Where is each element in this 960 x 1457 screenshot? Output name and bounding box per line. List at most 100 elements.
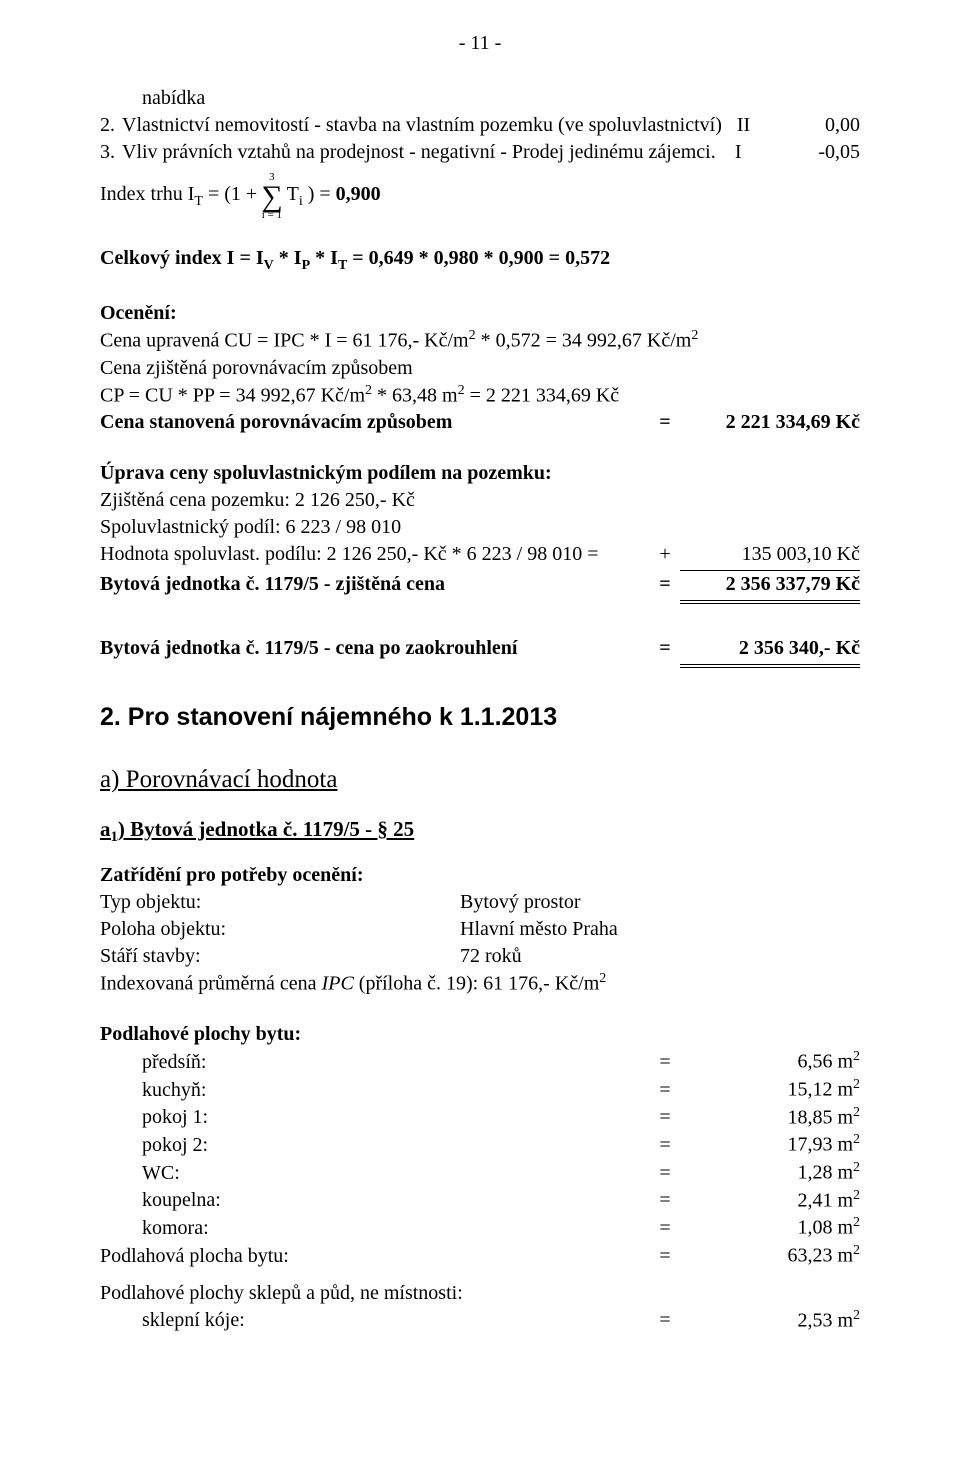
text: * 0,572 = 34 992,67 Kč/m — [476, 330, 692, 352]
uprava-b: Spoluvlastnický podíl: 6 223 / 98 010 — [100, 514, 860, 541]
value: 63,23 m2 — [680, 1242, 860, 1270]
room-value: 18,85 m2 — [680, 1104, 860, 1132]
room-name: pokoj 2: — [142, 1132, 650, 1159]
sklep-header: Podlahové plochy sklepů a půd, ne místno… — [100, 1280, 860, 1307]
uprava-a: Zjištěná cena pozemku: 2 126 250,- Kč — [100, 487, 860, 514]
list-item-2: 2. Vlastnictví nemovitostí - stavba na v… — [100, 112, 860, 139]
uprava-c: Hodnota spoluvlast. podílu: 2 126 250,- … — [100, 541, 860, 571]
oceneni-line-1: Cena upravená CU = IPC * I = 61 176,- Kč… — [100, 327, 860, 355]
room-value: 1,08 m2 — [680, 1214, 860, 1242]
formula-val: 0,900 — [336, 183, 381, 205]
a1-bytova-jednotka: a1) Bytová jednotka č. 1179/5 - § 25 — [100, 815, 860, 848]
room-name: kuchyň: — [142, 1077, 650, 1104]
zatr-poloha: Poloha objektu: Hlavní město Praha — [100, 916, 860, 943]
text: Indexovaná průměrná cena — [100, 972, 322, 994]
label: Bytová jednotka č. 1179/5 - zjištěná cen… — [100, 571, 650, 598]
label: Hodnota spoluvlast. podílu: 2 126 250,- … — [100, 541, 650, 568]
equals: = — [650, 635, 680, 662]
text: * 63,48 m — [372, 384, 458, 406]
list-item-num: 2. — [100, 112, 122, 139]
celkovy-rest: = 0,649 * 0,980 * 0,900 = 0,572 — [347, 247, 610, 269]
list-intro: nabídka — [142, 85, 860, 112]
room-row: kuchyň:=15,12 m2 — [100, 1076, 860, 1104]
room-row: koupelna:=2,41 m2 — [100, 1187, 860, 1215]
list-item-text: Vliv právních vztahů na prodejnost - neg… — [122, 139, 716, 166]
room-row: komora:=1,08 m2 — [100, 1214, 860, 1242]
list-item-col: II — [722, 112, 765, 139]
formula-eq: = (1 + — [203, 183, 257, 205]
oceneni-header: Ocenění: — [100, 300, 860, 327]
sign: + — [650, 541, 680, 568]
room-value: 15,12 m2 — [680, 1076, 860, 1104]
equals: = — [650, 1215, 680, 1242]
val: 72 roků — [460, 943, 522, 970]
value: 2 356 337,79 Kč — [680, 571, 860, 601]
podlahova-plocha-total: Podlahová plocha bytu: = 63,23 m2 — [100, 1242, 860, 1270]
list-item-text: Vlastnictví nemovitostí - stavba na vlas… — [122, 112, 722, 139]
equals: = — [650, 1307, 680, 1334]
label: sklepní kóje: — [142, 1307, 650, 1334]
index-trhu-formula: Index trhu IT = (1 + 3 ∑ i = 1 Ti ) = 0,… — [100, 172, 860, 221]
room-row: pokoj 1:=18,85 m2 — [100, 1104, 860, 1132]
key: Typ objektu: — [100, 889, 460, 916]
formula-mid: T — [287, 183, 299, 205]
list-item-val: -0,05 — [761, 139, 860, 166]
list-item-num: 3. — [100, 139, 122, 166]
text: ) Bytová jednotka č. 1179/5 - § 25 — [118, 817, 414, 841]
equals: = — [650, 1132, 680, 1159]
zatr-stari: Stáří stavby: 72 roků — [100, 943, 860, 970]
room-name: WC: — [142, 1160, 650, 1187]
zatr-ipc: Indexovaná průměrná cena IPC (příloha č.… — [100, 970, 860, 998]
uprava-header: Úprava ceny spoluvlastnickým podílem na … — [100, 460, 860, 487]
formula-sub-T: T — [194, 194, 203, 209]
text: Cena upravená CU = IPC * I = 61 176,- Kč… — [100, 330, 469, 352]
zatr-typ: Typ objektu: Bytový prostor — [100, 889, 860, 916]
text: = 2 221 334,69 Kč — [465, 384, 620, 406]
value: 2 221 334,69 Kč — [680, 409, 860, 436]
value: 2 356 340,- Kč — [680, 635, 860, 665]
room-name: koupelna: — [142, 1187, 650, 1214]
text: (příloha č. 19): 61 176,- Kč/m — [354, 972, 600, 994]
page-number: - 11 - — [100, 30, 860, 57]
value: 2,53 m2 — [680, 1307, 860, 1335]
oceneni-line-3: CP = CU * PP = 34 992,67 Kč/m2 * 63,48 m… — [100, 382, 860, 410]
equals: = — [650, 571, 680, 598]
val: Hlavní město Praha — [460, 916, 618, 943]
equals: = — [650, 1160, 680, 1187]
sklep-row: sklepní kóje: = 2,53 m2 — [100, 1307, 860, 1335]
bytova-zjistena: Bytová jednotka č. 1179/5 - zjištěná cen… — [100, 571, 860, 601]
sigma-sub: i = 1 — [262, 210, 282, 221]
text: IPC — [322, 972, 354, 994]
cena-stanovena: Cena stanovená porovnávacím způsobem = 2… — [100, 409, 860, 436]
celkovy-index: Celkový index I = IV * IP * IT = 0,649 *… — [100, 245, 860, 276]
equals: = — [650, 1104, 680, 1131]
room-name: pokoj 1: — [142, 1104, 650, 1131]
room-value: 2,41 m2 — [680, 1187, 860, 1215]
label: Bytová jednotka č. 1179/5 - cena po zaok… — [100, 635, 650, 662]
section-2-header: 2. Pro stanovení nájemného k 1.1.2013 — [100, 701, 860, 735]
val: Bytový prostor — [460, 889, 581, 916]
a-porovnavaci-hodnota: a) Porovnávací hodnota — [100, 763, 860, 797]
formula-post: ) = — [303, 183, 336, 205]
sigma-icon: 3 ∑ i = 1 — [261, 172, 282, 221]
sigma-symbol: ∑ — [261, 183, 282, 210]
value: 135 003,10 Kč — [680, 541, 860, 571]
oceneni-line-2: Cena zjištěná porovnávacím způsobem — [100, 355, 860, 382]
room-row: WC:=1,28 m2 — [100, 1159, 860, 1187]
equals: = — [650, 409, 680, 436]
room-value: 1,28 m2 — [680, 1159, 860, 1187]
key: Stáří stavby: — [100, 943, 460, 970]
room-row: předsíň:=6,56 m2 — [100, 1048, 860, 1076]
celkovy-pre: Celkový index I = I — [100, 247, 264, 269]
label: Cena stanovená porovnávacím způsobem — [100, 409, 650, 436]
equals: = — [650, 1077, 680, 1104]
text: a — [100, 817, 111, 841]
label: Podlahová plocha bytu: — [100, 1243, 650, 1270]
room-name: předsíň: — [142, 1049, 650, 1076]
formula-pre: Index trhu I — [100, 183, 194, 205]
list-item-3: 3. Vliv právních vztahů na prodejnost - … — [100, 139, 860, 166]
room-row: pokoj 2:=17,93 m2 — [100, 1131, 860, 1159]
podlahove-header: Podlahové plochy bytu: — [100, 1021, 860, 1048]
list-item-col: I — [716, 139, 761, 166]
room-value: 17,93 m2 — [680, 1131, 860, 1159]
